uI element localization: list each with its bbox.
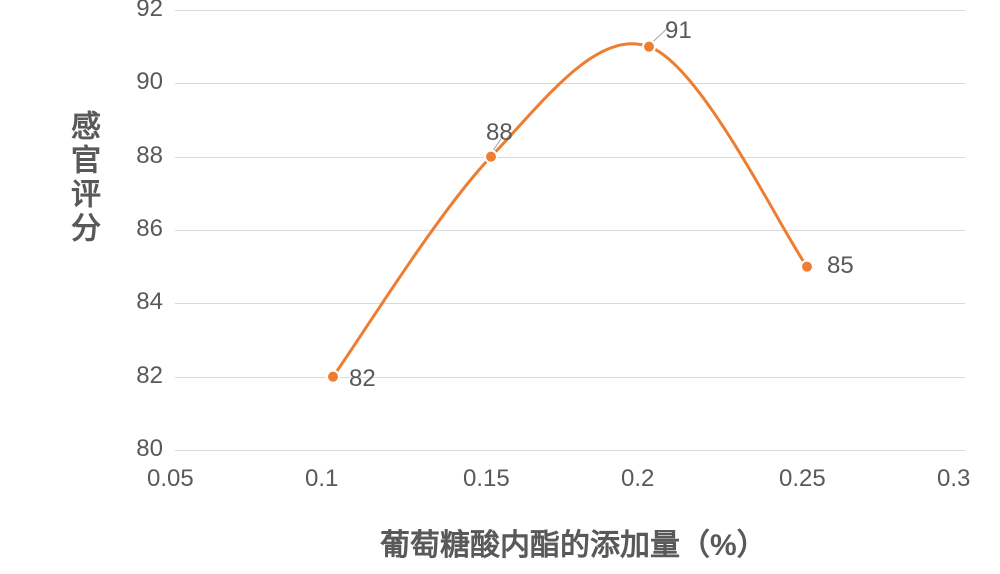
data-marker [327, 371, 339, 383]
data-label: 88 [486, 119, 513, 147]
data-marker [485, 151, 497, 163]
data-marker [643, 41, 655, 53]
plot-area [0, 0, 1000, 574]
data-label: 91 [665, 17, 692, 45]
data-label: 85 [827, 252, 854, 280]
data-label: 82 [349, 365, 376, 393]
data-marker [801, 261, 813, 273]
line-series [333, 44, 807, 377]
sensory-score-chart: 感官评分 葡萄糖酸内酯的添加量（%） 80828486889092 0.050.… [0, 0, 1000, 574]
